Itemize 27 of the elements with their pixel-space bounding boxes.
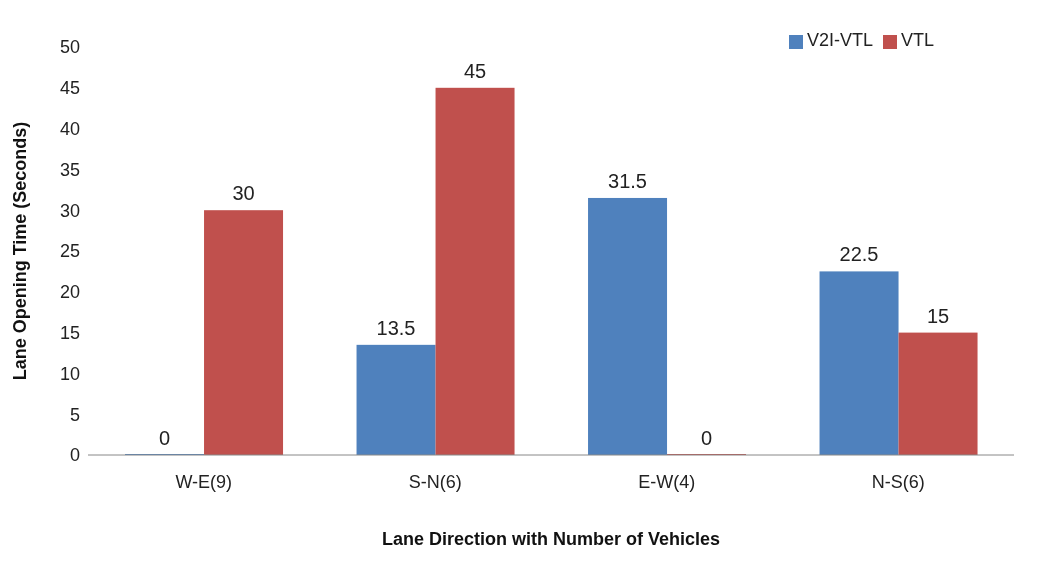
x-axis-title: Lane Direction with Number of Vehicles — [381, 529, 721, 549]
y-tick-label: 5 — [69, 404, 80, 425]
legend-label: V2I-VTL — [806, 30, 873, 50]
y-tick-label: 25 — [59, 241, 80, 262]
x-tick-label: N-S(6) — [871, 471, 925, 492]
x-tick-label: S-N(6) — [408, 471, 462, 492]
data-label: 0 — [158, 427, 171, 449]
y-tick-label: 15 — [59, 322, 80, 343]
data-label: 0 — [700, 427, 713, 449]
x-tick-label: W-E(9) — [175, 471, 233, 492]
x-tick-label: E-W(4) — [638, 471, 696, 492]
legend-label: VTL — [900, 30, 934, 50]
y-tick-label: 20 — [59, 282, 80, 303]
data-label: 30 — [232, 182, 255, 205]
data-label: 45 — [463, 59, 487, 82]
y-tick-label: 40 — [59, 118, 80, 139]
data-label: 13.5 — [376, 316, 416, 339]
y-axis-title: Lane Opening Time (Seconds) — [10, 121, 31, 381]
y-tick-label: 10 — [59, 363, 80, 384]
y-tick-label: 30 — [59, 200, 80, 221]
data-label: 31.5 — [608, 169, 648, 192]
y-tick-label: 50 — [59, 37, 80, 58]
data-label: 15 — [926, 304, 950, 327]
y-tick-label: 0 — [69, 445, 80, 466]
y-tick-label: 45 — [59, 78, 80, 99]
y-tick-label: 35 — [59, 159, 80, 180]
data-label: 22.5 — [839, 243, 879, 266]
